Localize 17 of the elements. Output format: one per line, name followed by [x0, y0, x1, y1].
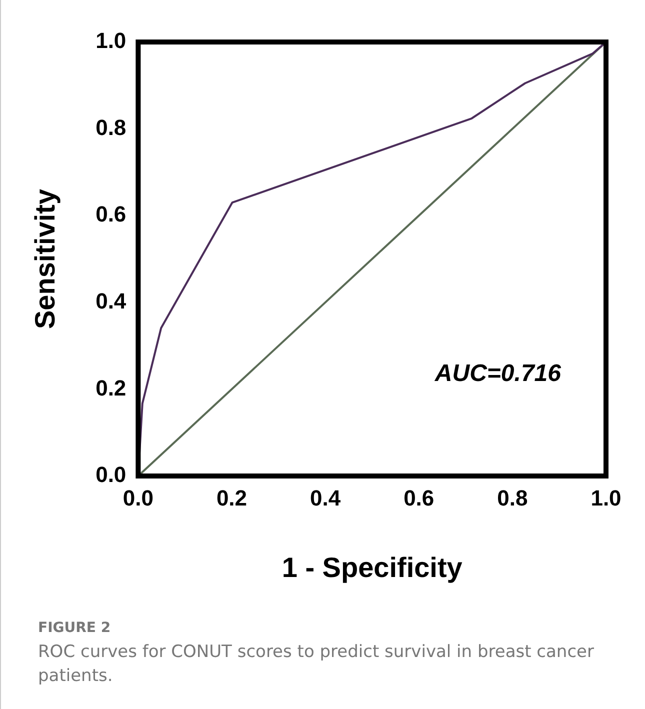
y-tick-label: 1.0: [96, 28, 126, 54]
x-tick-label: 0.4: [310, 485, 342, 510]
y-tick-label: 0.8: [96, 114, 126, 140]
y-tick-label: 0.4: [96, 288, 127, 314]
text: ROC curves for CONUT scores to predict survival in breast cancer patients.: [38, 641, 595, 688]
y-tick-label: 0.6: [96, 202, 126, 227]
y-tick-label: 0.0: [96, 462, 126, 488]
x-tick-label: 0.2: [216, 485, 248, 510]
x-tick-label: 1.0: [590, 485, 622, 510]
x-tick-label: 0.0: [122, 485, 154, 510]
x-tick-label: 0.8: [497, 485, 528, 510]
annotation: AUC=0.716: [434, 360, 562, 387]
x-tick-label: 0.6: [404, 485, 434, 510]
x-axis-title: 1 - Specificity: [282, 552, 463, 583]
y-axis-title: Sensitivity: [30, 188, 61, 330]
caption: FIGURE 2: [38, 620, 112, 636]
y-tick-label: 0.2: [96, 375, 126, 400]
